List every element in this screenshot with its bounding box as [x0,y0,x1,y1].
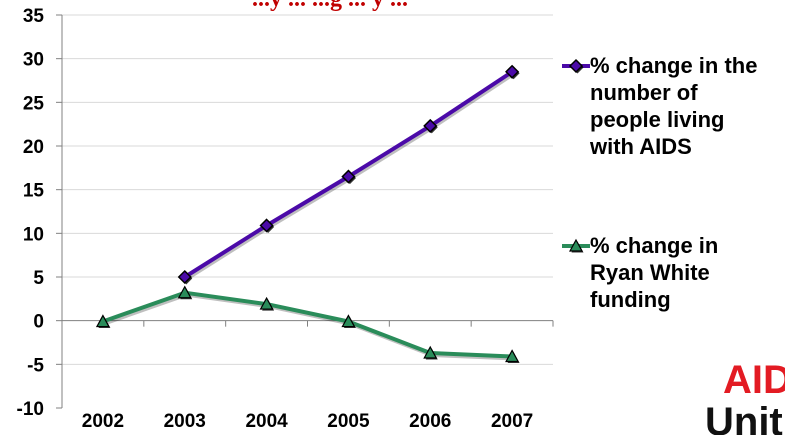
legend-label-line: % change in [590,233,718,258]
legend-swatch-marker [568,238,584,252]
y-tick-label: 25 [23,93,45,114]
y-tick-label: 35 [23,6,45,27]
data-point [95,314,110,328]
legend-label-line: % change in the [590,53,757,78]
series-lines [95,64,520,363]
y-axis-tick-labels: 35 30 25 20 15 10 5 0 -5 -10 [17,6,45,420]
legend-label-line: with AIDS [589,134,692,159]
legend-label-line: number of [590,80,698,105]
legend-label-line: people living [590,107,724,132]
y-tick-label: 30 [23,50,44,71]
legend-label-line: funding [590,287,671,312]
legend-label-line: Ryan White [590,260,710,285]
x-tick-label: 2007 [491,411,533,432]
data-point [423,118,438,133]
data-point [341,314,356,328]
organization-logo: AID Unit [705,358,785,435]
series-line [102,290,513,359]
y-tick-label: 15 [23,181,45,202]
series-line-shadow [103,292,514,361]
data-point [177,285,192,299]
data-point [505,64,520,79]
chart-title: ...y ... ...g ... y ... [252,0,408,12]
x-tick-label: 2004 [245,411,288,432]
data-point [505,349,520,363]
axes [56,14,554,409]
series-2 [95,285,520,363]
y-tick-label: -5 [27,355,44,376]
data-point [259,296,274,310]
x-tick-label: 2005 [327,411,370,432]
logo-text-united: Unit [705,400,783,435]
x-tick-label: 2003 [164,411,206,432]
data-point [341,169,356,184]
y-tick-label: 20 [23,137,44,158]
y-tick-label: 0 [33,312,44,333]
logo-text-aids: AID [723,358,785,402]
x-axis-tick-labels: 2002 2003 2004 2005 2006 2007 [82,411,533,432]
y-tick-label: 10 [23,224,44,245]
data-point [423,345,438,359]
x-tick-label: 2002 [82,411,124,432]
x-tick-label: 2006 [409,411,451,432]
gridlines [62,14,553,365]
data-point [177,269,192,285]
y-tick-label: -10 [17,399,44,420]
y-tick-label: 5 [33,268,44,289]
series-1 [177,64,520,285]
data-point [259,218,274,233]
legend-swatch-marker [568,58,584,74]
